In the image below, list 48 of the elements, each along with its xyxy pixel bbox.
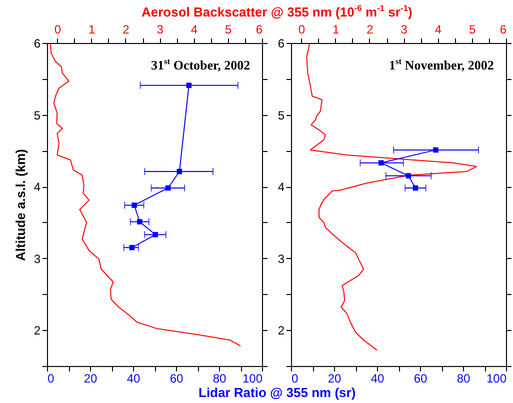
x-tick-label: 40 — [126, 372, 140, 386]
x-tick-label: 20 — [328, 372, 342, 386]
x2-tick-label: 2 — [366, 22, 374, 36]
x2-tick-label: 1 — [88, 22, 96, 36]
annotation: 1$^{st}$ November, 2002 — [389, 56, 494, 74]
x2-axis-title: Aerosol Backscatter @ 355 nm (10$^{-6}$ m$^{-1}$ sr$^{-1}$) — [142, 3, 412, 20]
y-tick-label: 6 — [34, 36, 41, 50]
point — [137, 219, 142, 224]
y-tick-label: 6 — [278, 36, 285, 50]
y-tick-label: 4 — [278, 180, 285, 194]
y-tick-label: 3 — [34, 252, 41, 266]
x2-tick-label: 2 — [122, 22, 130, 36]
y-tick-label: 2 — [34, 324, 41, 338]
x2-tick-label: 3 — [156, 22, 164, 36]
x2-tick-label: 1 — [332, 22, 340, 36]
x-axis-title: Lidar Ratio @ 355 nm (sr) — [198, 385, 356, 400]
x-tick-label: 0 — [292, 372, 298, 386]
x-tick-label: 20 — [84, 372, 98, 386]
x-tick-label: 40 — [370, 372, 384, 386]
x-tick-label: 100 — [242, 372, 263, 386]
point — [132, 202, 137, 208]
point — [406, 173, 412, 178]
y-axis-title: Altitude a.s.l. (km) — [12, 149, 28, 261]
y-tick-label: 5 — [278, 108, 285, 122]
y-tick-label: 4 — [34, 180, 41, 194]
x2-tick-label: 4 — [434, 22, 442, 36]
point — [433, 147, 438, 153]
x2-tick-label: 6 — [500, 22, 507, 36]
x-tick-label: 0 — [48, 372, 54, 386]
x2-tick-label: 5 — [225, 22, 232, 36]
x2-tick-label: 6 — [256, 22, 263, 36]
x2-tick-label: 0 — [298, 22, 306, 36]
x2-tick-label: 3 — [400, 22, 408, 36]
y-tick-label: 2 — [278, 324, 285, 338]
point — [378, 160, 384, 166]
x2-tick-label: 0 — [54, 22, 62, 36]
y-tick-label: 3 — [278, 252, 285, 266]
y-tick-label: 5 — [34, 108, 41, 122]
x2-tick-label: 5 — [469, 22, 476, 36]
point — [186, 82, 192, 88]
x-tick-label: 80 — [456, 372, 470, 386]
point — [152, 232, 158, 238]
x-tick-label: 60 — [170, 372, 184, 386]
x-tick-label: 100 — [486, 372, 507, 386]
x2-tick-label: 4 — [190, 22, 198, 36]
annotation: 31$^{st}$ October, 2002 — [151, 56, 250, 74]
x-tick-label: 60 — [414, 372, 428, 386]
x-tick-label: 80 — [212, 372, 226, 386]
